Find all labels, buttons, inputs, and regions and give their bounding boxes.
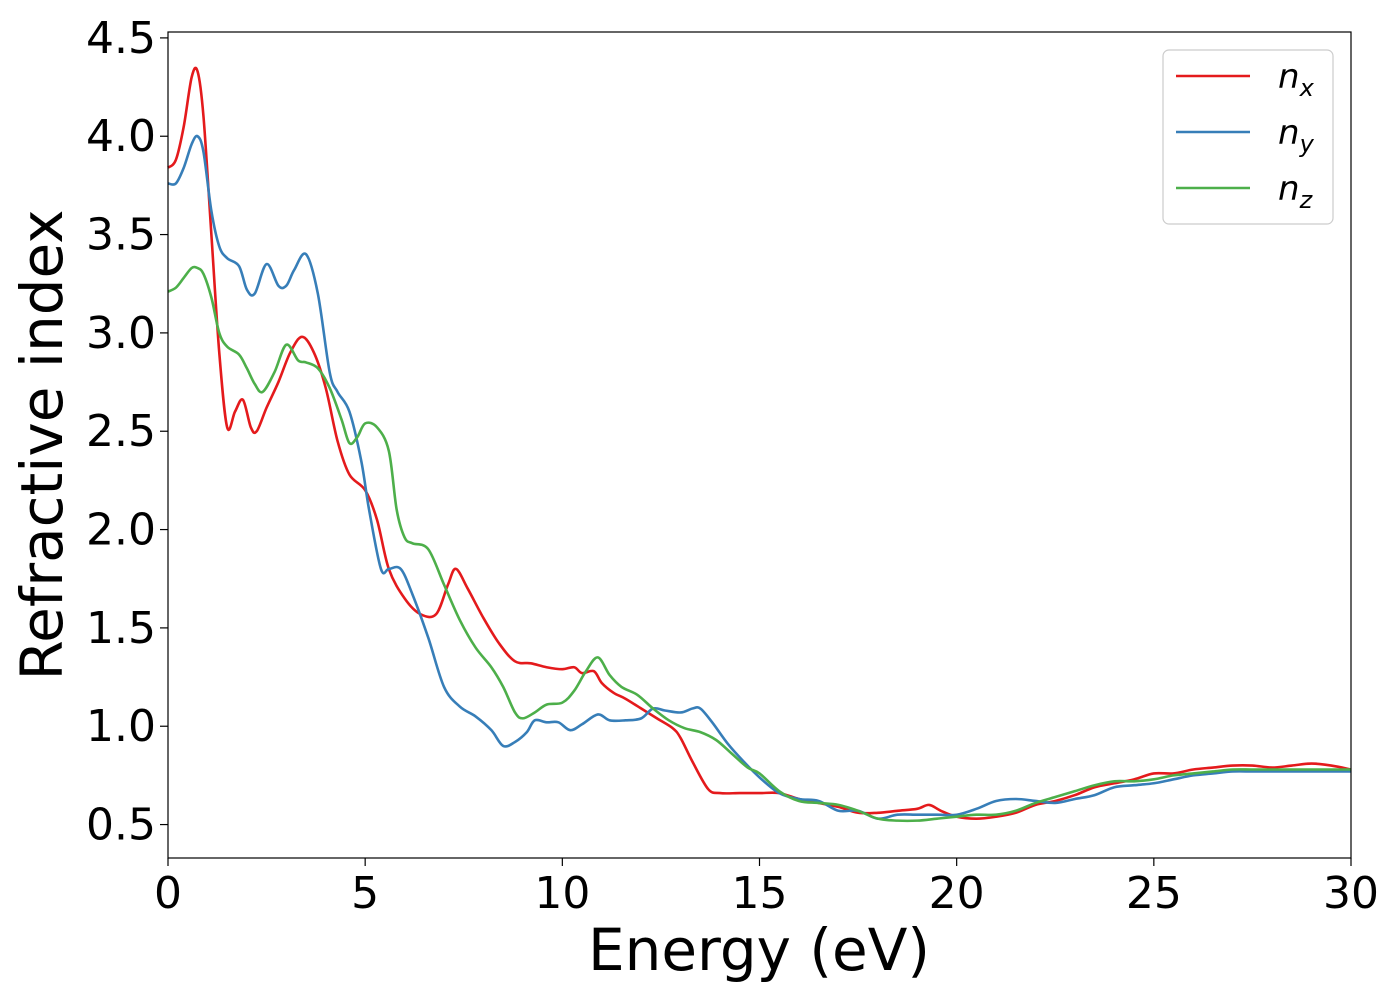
y-tick-label: 1.5 — [86, 603, 156, 654]
x-axis-ticks: 0 5 10 15 20 25 30 — [154, 858, 1379, 919]
legend-label-nz: nz — [1278, 169, 1314, 214]
y-axis-label: Refractive index — [8, 209, 76, 680]
x-tick-label: 15 — [732, 868, 788, 919]
plot-background — [168, 32, 1351, 858]
x-tick-label: 0 — [154, 868, 182, 919]
x-tick-label: 5 — [351, 868, 379, 919]
legend-label-base: n — [1278, 169, 1300, 209]
legend-label-base: n — [1278, 57, 1300, 97]
y-tick-label: 1.0 — [86, 701, 156, 752]
y-tick-label: 2.5 — [86, 406, 156, 457]
series-line-nx — [167, 66, 1352, 820]
y-tick-label: 4.5 — [86, 13, 156, 64]
legend-label-ny: ny — [1278, 113, 1315, 158]
x-tick-label: 30 — [1323, 868, 1379, 919]
legend-label-subscript: x — [1299, 74, 1315, 102]
legend-label-subscript: z — [1299, 186, 1314, 214]
legend-box — [1162, 49, 1334, 225]
x-tick-label: 20 — [929, 868, 985, 919]
y-tick-label: 0.5 — [86, 800, 156, 851]
legend-label-subscript: y — [1299, 130, 1315, 158]
series-line-nz — [167, 265, 1351, 823]
y-tick-label: 3.0 — [86, 308, 156, 359]
series-line-ny — [167, 134, 1351, 821]
legend-label-base: n — [1278, 113, 1300, 153]
y-tick-label: 4.0 — [86, 111, 156, 162]
legend-label-nx: nx — [1278, 57, 1315, 102]
y-tick-label: 2.0 — [86, 505, 156, 556]
x-tick-label: 10 — [534, 868, 590, 919]
y-axis-ticks: 0.5 1.0 1.5 2.0 2.5 3.0 3.5 4.0 4.5 — [86, 13, 168, 851]
x-axis-label: Energy (eV) — [588, 916, 930, 984]
y-tick-label: 3.5 — [86, 210, 156, 261]
x-tick-label: 25 — [1126, 868, 1182, 919]
series-layer — [167, 66, 1352, 823]
